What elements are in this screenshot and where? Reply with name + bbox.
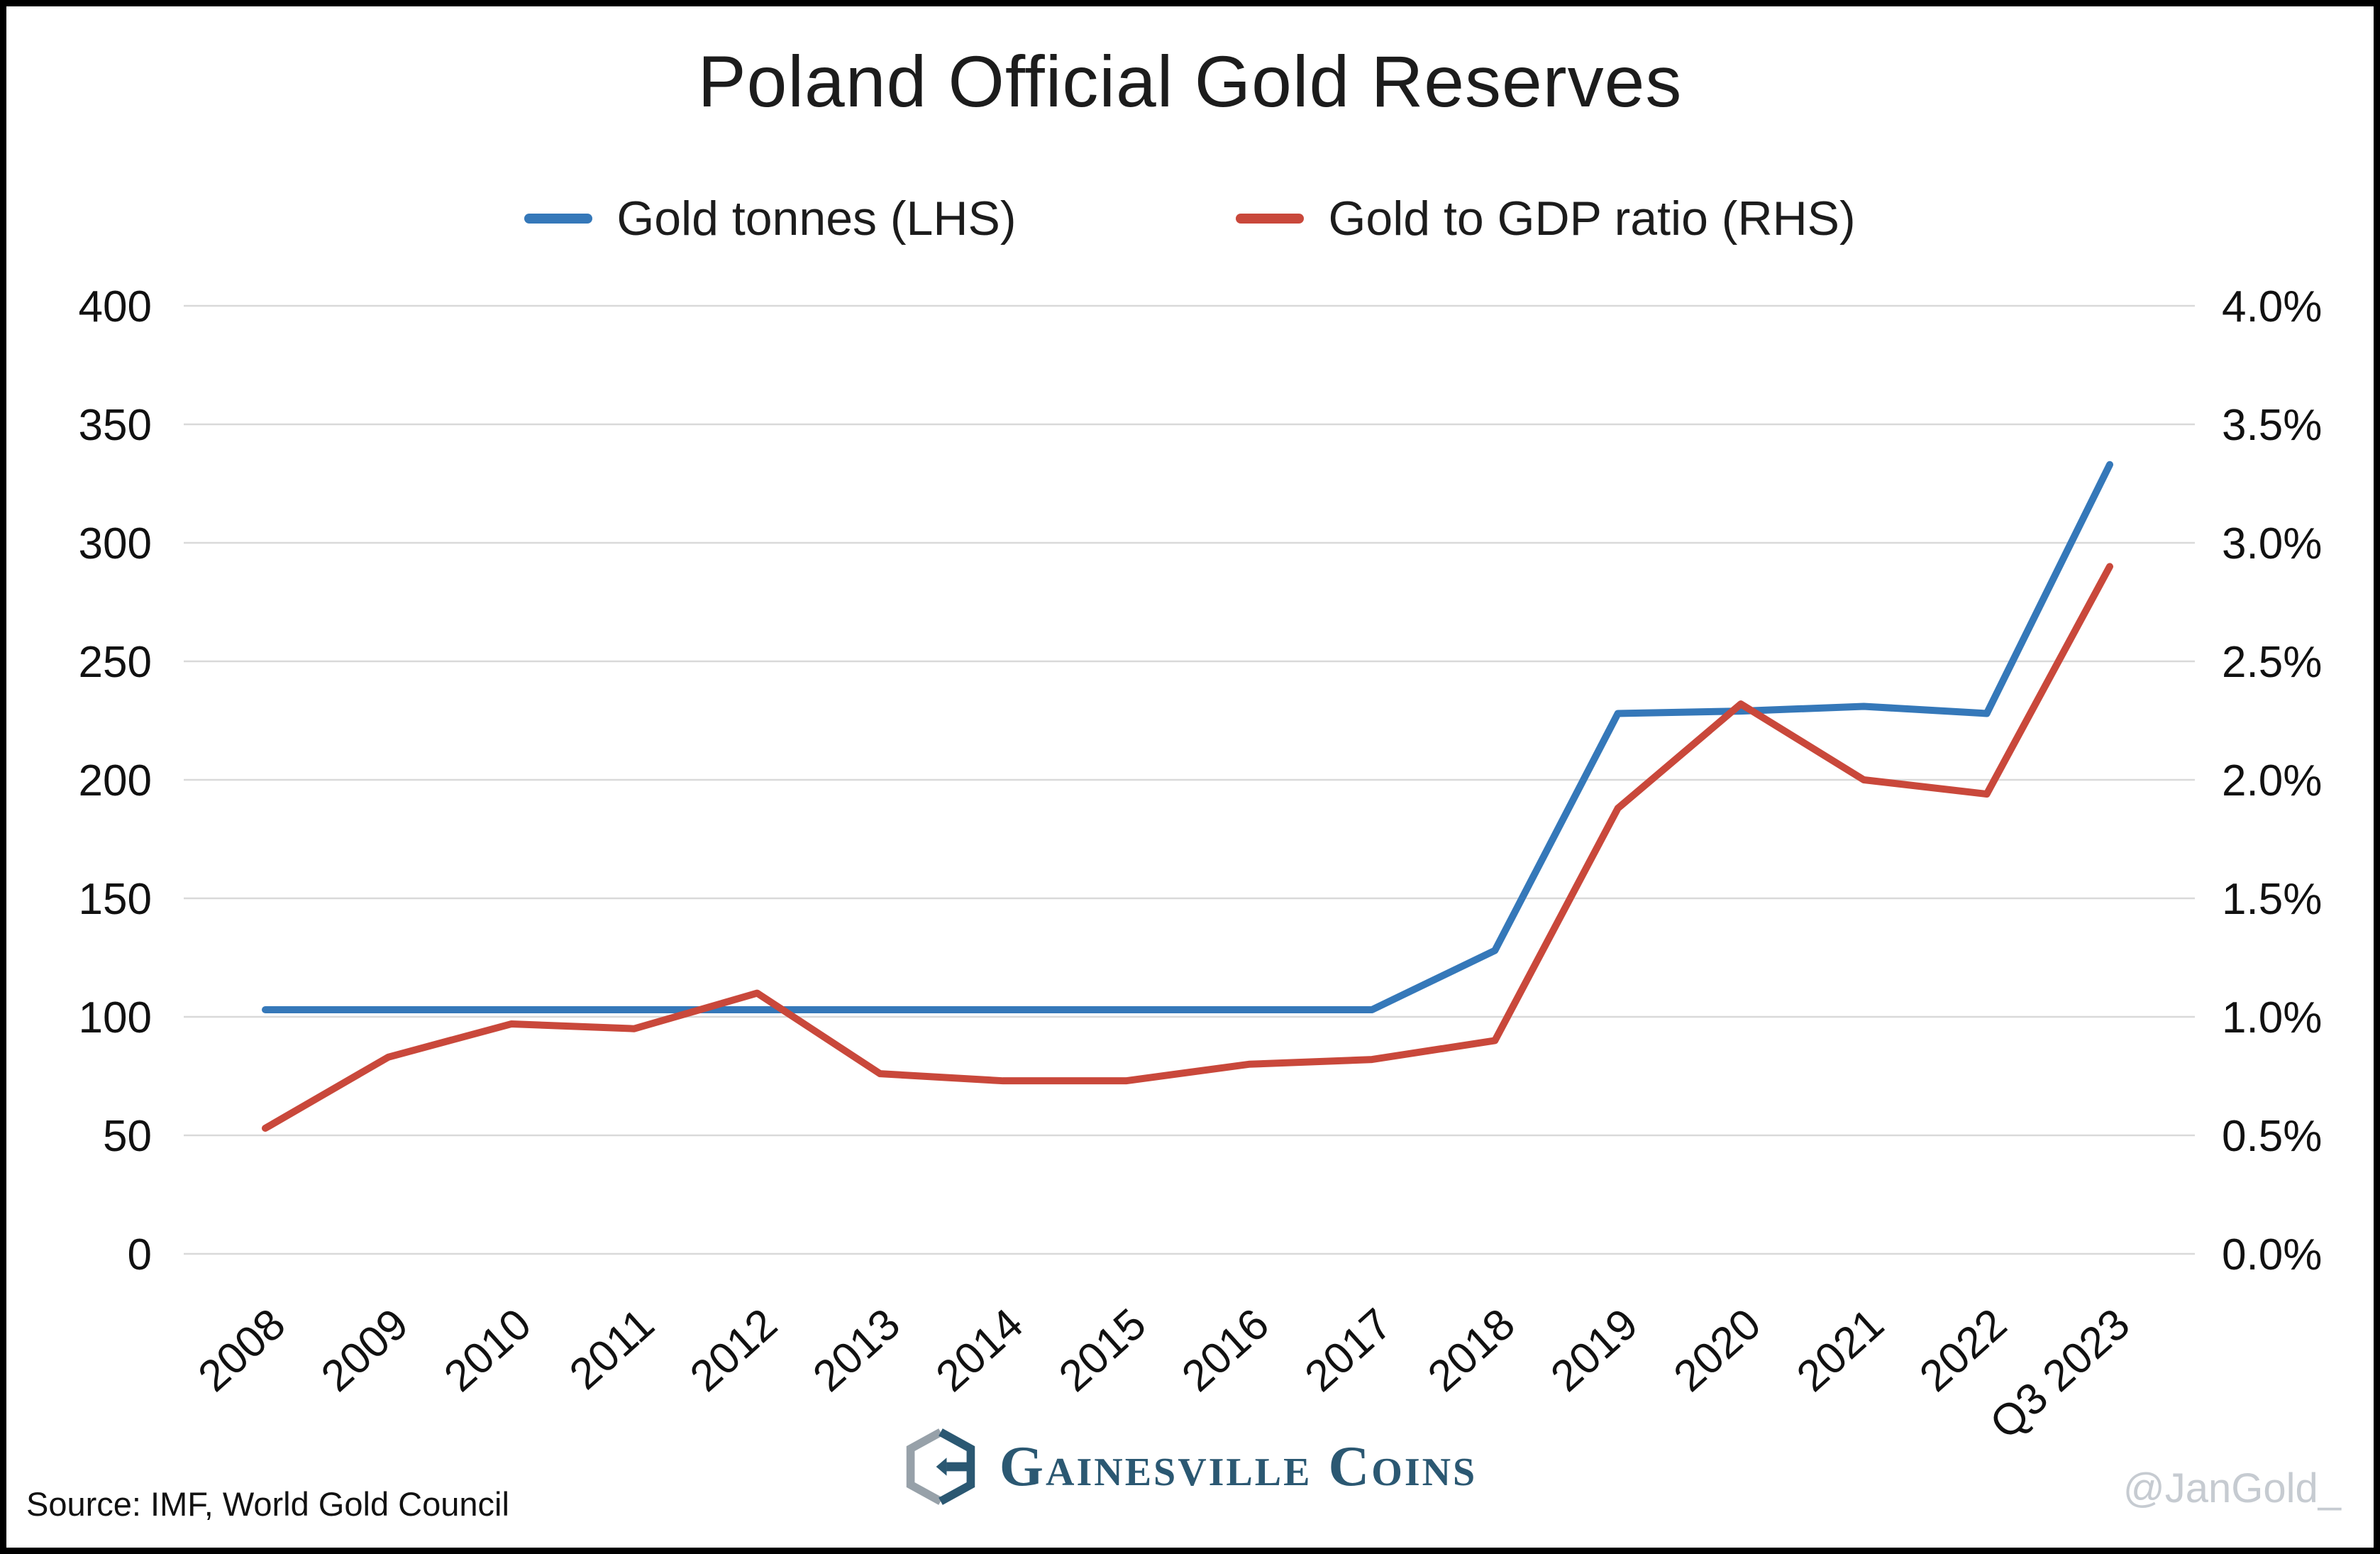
left-axis-tick: 350 bbox=[79, 401, 152, 450]
x-axis-tick: 2010 bbox=[435, 1299, 541, 1401]
left-axis-tick: 250 bbox=[79, 638, 152, 687]
legend-item-gdp-ratio[interactable]: Gold to GDP ratio (RHS) bbox=[1236, 191, 1856, 246]
page-title: Poland Official Gold Reserves bbox=[697, 41, 1683, 122]
legend: Gold tonnes (LHS) Gold to GDP ratio (RHS… bbox=[6, 191, 2374, 246]
x-axis-tick: 2018 bbox=[1419, 1299, 1524, 1401]
x-axis-tick: 2015 bbox=[1050, 1299, 1156, 1401]
brand-name: Gainesville Coins bbox=[999, 1435, 1478, 1498]
x-axis-tick: Q3 2023 bbox=[1981, 1299, 2139, 1448]
x-axis-tick: 2013 bbox=[804, 1299, 909, 1401]
x-axis-tick: 2017 bbox=[1296, 1299, 1402, 1401]
source-note: Source: IMF, World Gold Council bbox=[26, 1485, 509, 1523]
x-axis-tick: 2020 bbox=[1665, 1299, 1771, 1401]
right-axis-tick: 2.0% bbox=[2222, 756, 2322, 805]
x-axis-tick: 2008 bbox=[189, 1299, 295, 1401]
series-line-gdp-ratio bbox=[262, 563, 2113, 1132]
right-axis-tick: 1.5% bbox=[2222, 875, 2322, 924]
left-axis-tick: 50 bbox=[103, 1112, 152, 1161]
brand-footer: Gainesville Coins bbox=[6, 1427, 2374, 1506]
right-axis-tick: 3.0% bbox=[2222, 519, 2322, 568]
left-axis-tick: 300 bbox=[79, 519, 152, 568]
legend-label-gold-tonnes: Gold tonnes (LHS) bbox=[616, 192, 1017, 246]
legend-item-gold-tonnes[interactable]: Gold tonnes (LHS) bbox=[524, 191, 1016, 246]
x-axis-tick: 2014 bbox=[927, 1299, 1033, 1401]
gold-tonnes-swatch-icon bbox=[524, 214, 593, 224]
x-axis-tick: 2009 bbox=[312, 1299, 418, 1401]
legend-label-gdp-ratio: Gold to GDP ratio (RHS) bbox=[1328, 192, 1856, 246]
x-axis-tick: 2016 bbox=[1173, 1299, 1278, 1401]
right-axis-tick: 2.5% bbox=[2222, 638, 2322, 687]
left-axis-tick: 100 bbox=[79, 993, 152, 1042]
left-axis-tick: 150 bbox=[79, 875, 152, 924]
x-axis-tick: 2019 bbox=[1542, 1299, 1647, 1401]
series-line-gold-tonnes bbox=[262, 461, 2113, 1013]
chart-svg: 0 0.0% 50 0.5% 100 1.0% 150 1.5% 200 2.0% 250 2.5% 3… bbox=[79, 282, 2323, 1448]
x-axis-tick: 2021 bbox=[1788, 1299, 1893, 1401]
right-axis-tick: 4.0% bbox=[2222, 282, 2322, 331]
right-axis-tick: 0.0% bbox=[2222, 1230, 2322, 1279]
left-axis-tick: 0 bbox=[128, 1230, 152, 1279]
gainesville-coins-logo-icon bbox=[906, 1428, 975, 1505]
right-axis-tick: 1.0% bbox=[2222, 993, 2322, 1042]
x-axis-tick: 2012 bbox=[681, 1299, 787, 1401]
left-axis-tick: 400 bbox=[79, 282, 152, 331]
x-axis-tick: 2022 bbox=[1910, 1299, 2016, 1401]
right-axis-tick: 0.5% bbox=[2222, 1112, 2322, 1161]
gdp-ratio-swatch-icon bbox=[1236, 214, 1305, 224]
right-axis-tick: 3.5% bbox=[2222, 401, 2322, 450]
left-axis-tick: 200 bbox=[79, 756, 152, 805]
twitter-handle[interactable]: @JanGold_ bbox=[2122, 1465, 2341, 1511]
x-axis-tick: 2011 bbox=[560, 1299, 663, 1399]
